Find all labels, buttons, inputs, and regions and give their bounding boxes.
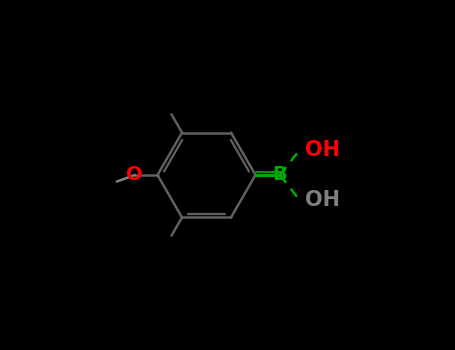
Text: OH: OH [305,190,340,210]
Text: O: O [126,166,143,184]
Text: B: B [273,166,288,184]
Text: OH: OH [305,140,340,160]
